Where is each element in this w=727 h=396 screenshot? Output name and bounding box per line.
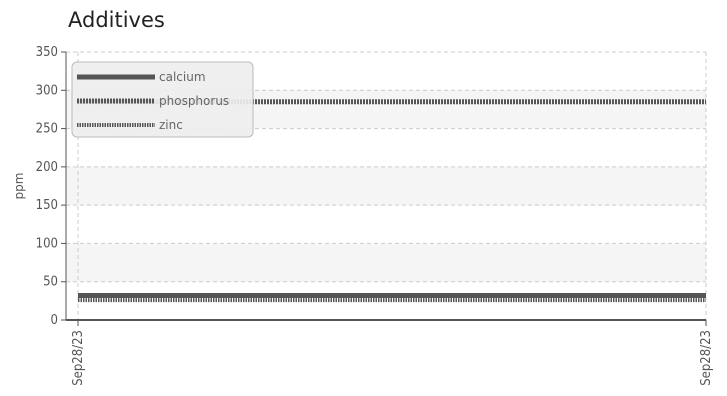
x-tick-label: Sep28/23: [71, 330, 86, 386]
legend: calcium phosphorus zinc: [71, 61, 254, 138]
y-tick-label: 250: [36, 122, 58, 137]
y-axis: 0 50 100 150 200 250 300 350: [36, 45, 67, 328]
x-axis: Sep28/23 Sep28/23: [66, 319, 714, 386]
y-tick-label: 300: [36, 83, 58, 98]
y-tick-label: 50: [43, 275, 58, 290]
grid-band: [66, 243, 706, 282]
y-tick-label: 150: [36, 198, 58, 213]
y-tick-label: 200: [36, 160, 58, 175]
legend-label-zinc: zinc: [159, 118, 183, 132]
legend-box: [71, 61, 254, 138]
series-lines: [78, 99, 706, 303]
chart-title: Additives: [68, 8, 165, 32]
legend-label-calcium: calcium: [159, 70, 206, 84]
y-tick-label: 350: [36, 45, 58, 60]
x-tick-label: Sep28/23: [699, 330, 714, 386]
y-tick-label: 0: [51, 313, 58, 328]
y-axis-title: ppm: [12, 173, 26, 200]
grid-band: [66, 166, 706, 206]
y-tick-label: 100: [36, 236, 58, 251]
legend-label-phosphorus: phosphorus: [159, 94, 229, 108]
